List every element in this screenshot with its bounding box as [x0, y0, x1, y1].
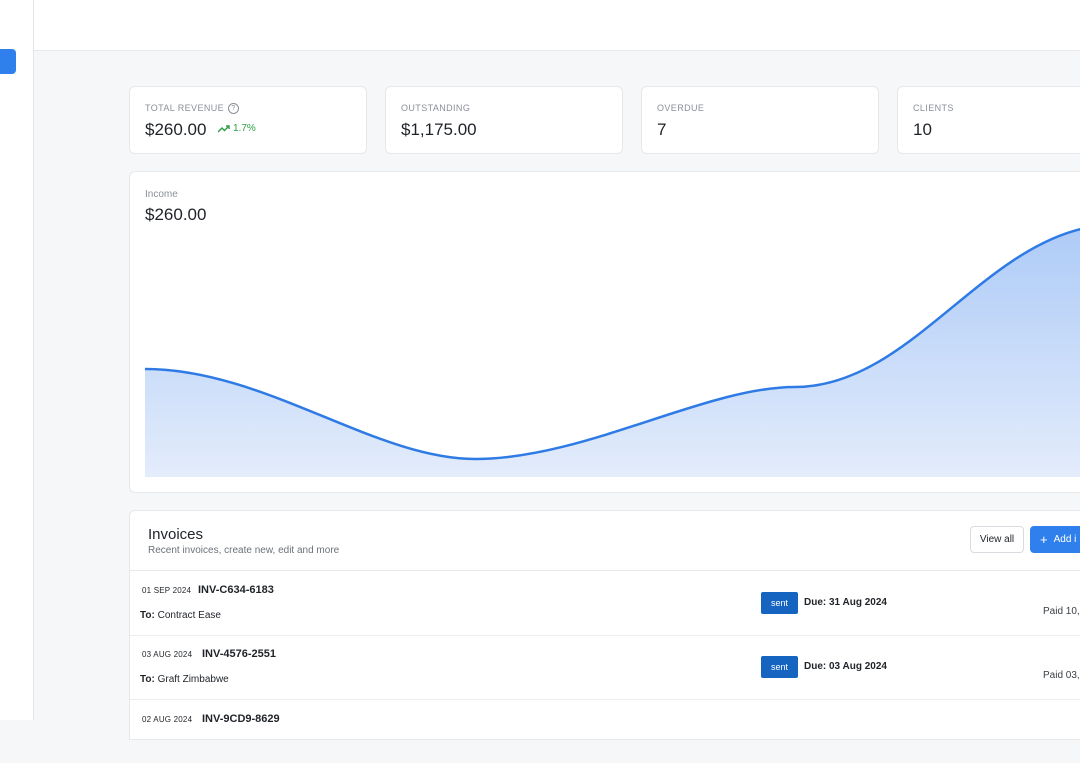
invoice-number[interactable]: INV-4576-2551 [202, 648, 276, 660]
invoice-recipient: To: Contract Ease [140, 610, 221, 621]
stat-value: 7 [657, 120, 667, 139]
invoice-date: 01 SEP 2024 [142, 586, 192, 595]
invoice-number[interactable]: INV-9CD9-8629 [202, 713, 280, 725]
stat-value: 10 [913, 120, 932, 139]
invoice-number[interactable]: INV-C634-6183 [198, 584, 274, 596]
income-area [145, 229, 1080, 477]
sidebar [0, 0, 34, 720]
stat-card-overdue: OVERDUE 7 [641, 86, 879, 154]
stat-label: OUTSTANDING [401, 103, 471, 113]
status-badge: sent [761, 592, 798, 614]
top-bar [34, 0, 1080, 51]
stat-value: $260.00 [145, 120, 207, 139]
income-chart [145, 227, 1080, 477]
stat-card-clients: CLIENTS 10 [897, 86, 1080, 154]
divider [130, 570, 1080, 571]
invoices-title: Invoices [148, 526, 204, 543]
chart-value: $260.00 [145, 205, 207, 224]
income-chart-card: Income $260.00 [129, 171, 1080, 493]
invoice-recipient: To: Graft Zimbabwe [140, 674, 229, 685]
stat-card-total-revenue: TOTAL REVENUE? $260.00 1.7% [129, 86, 367, 154]
invoices-card: Invoices Recent invoices, create new, ed… [129, 510, 1080, 740]
status-badge: sent [761, 656, 798, 678]
add-invoice-button[interactable]: + Add i [1030, 526, 1080, 553]
stat-card-outstanding: OUTSTANDING $1,175.00 [385, 86, 623, 154]
invoices-subtitle: Recent invoices, create new, edit and mo… [148, 545, 340, 556]
trend-indicator: 1.7% [218, 123, 256, 134]
stat-label: TOTAL REVENUE? [145, 103, 240, 115]
paid-date: Paid 10, [1043, 606, 1080, 617]
chart-label: Income [145, 189, 178, 200]
add-invoice-label: Add i [1053, 534, 1077, 545]
paid-date: Paid 03, [1043, 670, 1080, 681]
income-line [145, 227, 1080, 461]
stat-label: CLIENTS [913, 103, 954, 113]
invoice-row[interactable]: 02 AUG 2024 INV-9CD9-8629 [130, 699, 1080, 763]
sidebar-active-item[interactable] [0, 49, 16, 74]
trend-value: 1.7% [233, 123, 256, 134]
stat-label: OVERDUE [657, 103, 705, 113]
due-date: Due: 03 Aug 2024 [804, 661, 887, 672]
invoice-row[interactable]: 03 AUG 2024 INV-4576-2551 To: Graft Zimb… [130, 635, 1080, 700]
view-all-button[interactable]: View all [970, 526, 1024, 553]
trending-up-icon [218, 124, 230, 132]
plus-icon: + [1040, 532, 1048, 547]
help-icon[interactable]: ? [228, 103, 240, 115]
due-date: Due: 31 Aug 2024 [804, 597, 887, 608]
stat-value: $1,175.00 [401, 120, 477, 139]
invoice-date: 03 AUG 2024 [142, 650, 193, 659]
invoice-row[interactable]: 01 SEP 2024 INV-C634-6183 To: Contract E… [130, 571, 1080, 636]
